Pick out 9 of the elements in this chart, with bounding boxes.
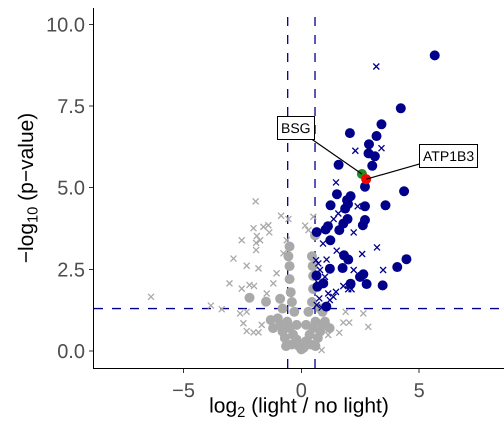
y-tick-label: 7.5 <box>57 96 85 118</box>
annotation: BSG <box>281 120 311 136</box>
x-tick-label: −5 <box>172 380 195 402</box>
y-tick-label: 2.5 <box>57 259 85 282</box>
y-tick-label: 10.0 <box>46 14 85 36</box>
annotation: ATP1B3 <box>423 148 474 164</box>
y-tick-label: 0.0 <box>57 341 85 364</box>
x-tick-label: 5 <box>414 380 425 402</box>
y-tick-label: 5.0 <box>57 178 85 200</box>
